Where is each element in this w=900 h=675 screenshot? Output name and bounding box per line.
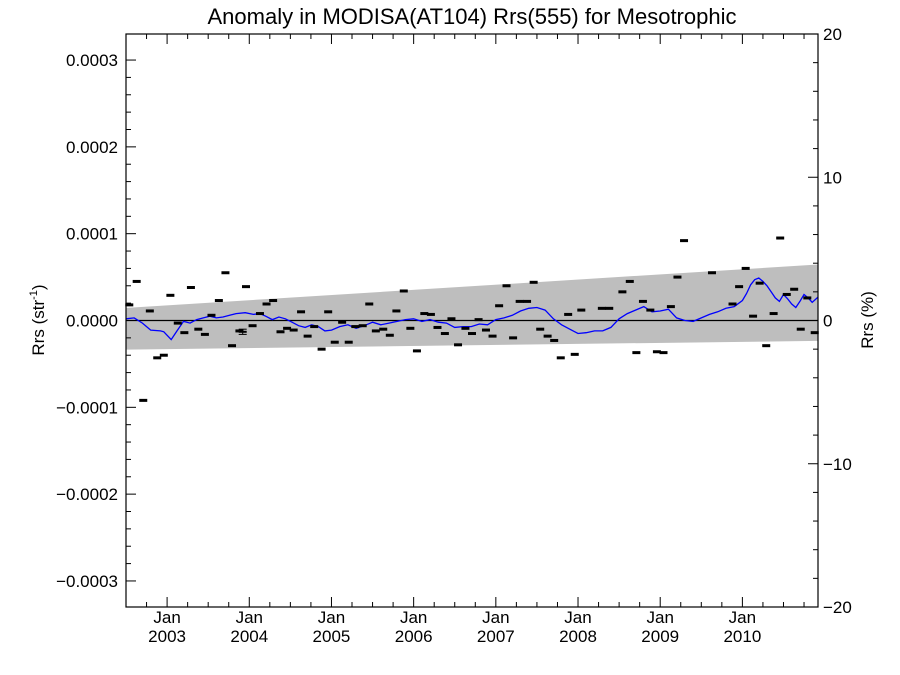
uncertainty-band xyxy=(126,264,818,350)
y-axis-label-left-text: Rrs (str xyxy=(29,300,48,356)
y-tick-label-right: 10 xyxy=(823,168,842,187)
x-tick-label-month: Jan xyxy=(318,608,345,627)
axes-layer: 0.0003 0.0002 0.0001 0.0000 −0.0001 −0.0002 −0… xyxy=(56,25,852,646)
chart-title: Anomaly in MODISA(AT104) Rrs(555) for Me… xyxy=(208,4,737,29)
x-tick-label-year: 2010 xyxy=(723,627,761,646)
x-tick-label-month: Jan xyxy=(482,608,509,627)
x-tick-label-month: Jan xyxy=(400,608,427,627)
x-tick-label-month: Jan xyxy=(729,608,756,627)
y-tick-label-left: −0.0003 xyxy=(56,572,118,591)
y-axis-label-left-close: ) xyxy=(29,284,48,290)
uncertainty-band-layer xyxy=(126,264,818,350)
x-tick-label-year: 2004 xyxy=(230,627,268,646)
y-tick-label-left: 0.0003 xyxy=(66,51,118,70)
error-bar-point xyxy=(238,328,247,335)
running-mean-line xyxy=(125,277,819,341)
y-tick-label-right: −10 xyxy=(823,455,852,474)
running-mean-layer xyxy=(125,277,819,341)
x-tick-label-month: Jan xyxy=(236,608,263,627)
y-tick-label-right: 0 xyxy=(823,312,832,331)
y-tick-label-right: −20 xyxy=(823,598,852,617)
x-tick-label-month: Jan xyxy=(153,608,180,627)
y-axis-label-left-superscript: -1 xyxy=(28,290,40,300)
y-tick-label-left: 0.0001 xyxy=(66,225,118,244)
x-tick-label-year: 2008 xyxy=(559,627,597,646)
x-tick-label-year: 2005 xyxy=(313,627,351,646)
y-tick-label-left: −0.0001 xyxy=(56,398,118,417)
x-tick-label-year: 2007 xyxy=(477,627,515,646)
x-tick-label-month: Jan xyxy=(646,608,673,627)
y-tick-label-left: 0.0002 xyxy=(66,138,118,157)
x-tick-label-year: 2003 xyxy=(148,627,186,646)
data-points-layer xyxy=(125,236,819,402)
y-tick-label-left: 0.0000 xyxy=(66,312,118,331)
x-tick-label-year: 2009 xyxy=(641,627,679,646)
y-tick-label-left: −0.0002 xyxy=(56,485,118,504)
y-axis-label-left: Rrs (str-1) xyxy=(28,284,48,355)
x-tick-label-month: Jan xyxy=(564,608,591,627)
x-tick-label-year: 2006 xyxy=(395,627,433,646)
y-axis-label-right: Rrs (%) xyxy=(858,291,877,349)
y-tick-label-right: 20 xyxy=(823,25,842,44)
